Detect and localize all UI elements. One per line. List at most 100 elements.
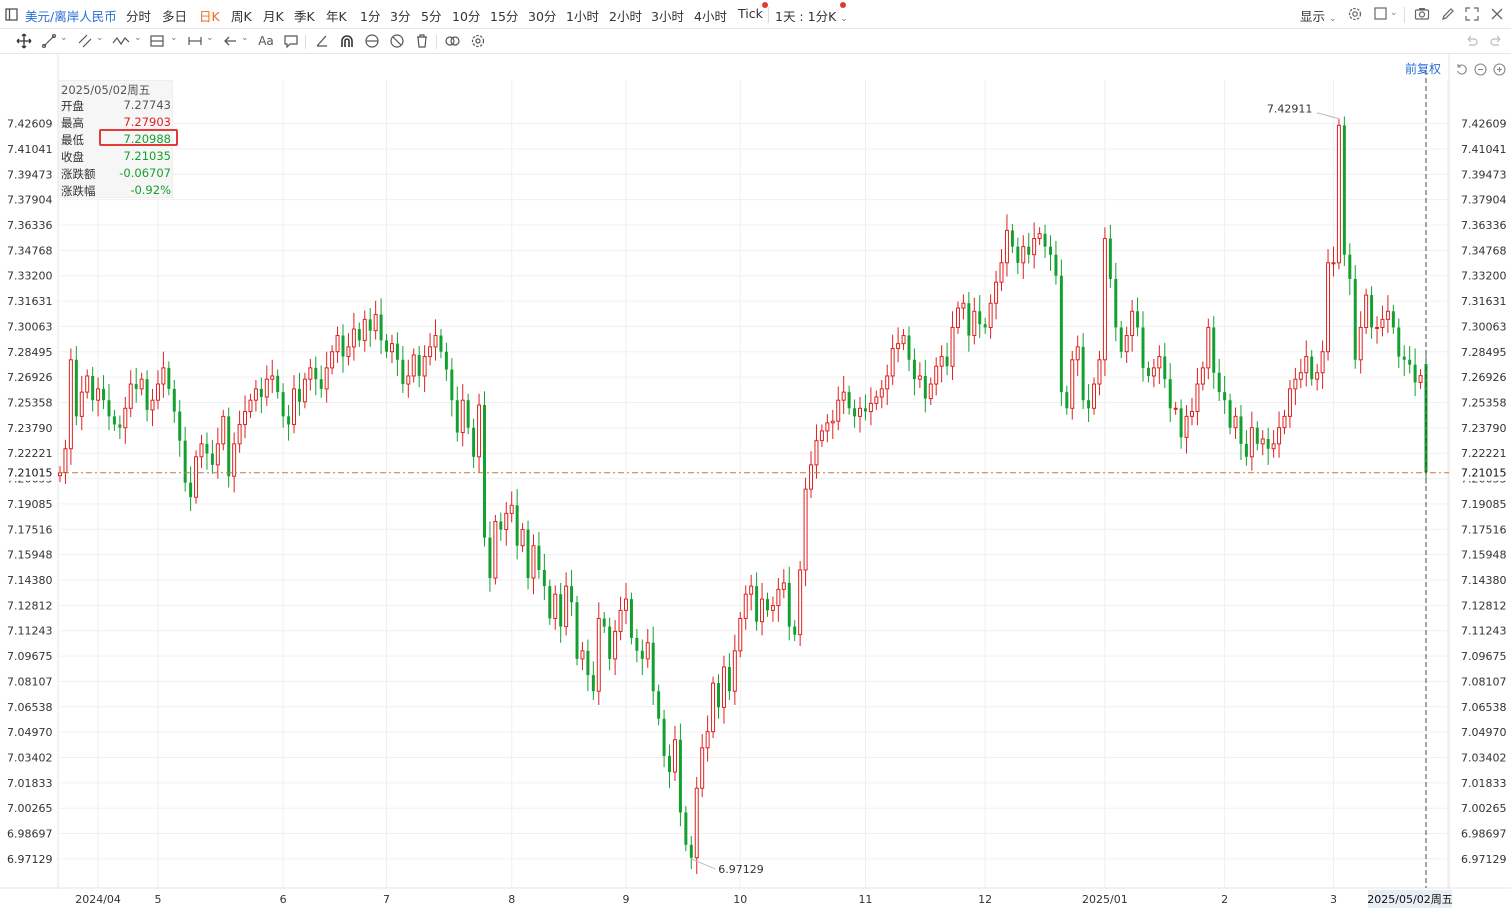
settings-icon[interactable] xyxy=(1346,5,1364,23)
ohlc-pct-value: -0.92% xyxy=(130,183,171,197)
chevron-down-icon[interactable]: ⌄ xyxy=(1390,8,1398,18)
y-tick-left: 7.19085 xyxy=(7,498,53,511)
channel-line-icon[interactable] xyxy=(76,32,94,50)
chart-canvas[interactable]: 7.42609 7.42609 7.41041 7.41041 7.39473 7.394… xyxy=(0,54,1511,911)
symbol-name[interactable]: 美元/离岸人民币 xyxy=(25,9,117,24)
ohlc-low-value: 7.20988 xyxy=(123,132,171,146)
candle-body-up xyxy=(972,310,977,337)
ruler-angle-icon[interactable] xyxy=(313,32,331,50)
display-dropdown[interactable]: 显示 ⌄ xyxy=(1300,6,1337,25)
chevron-down-icon[interactable]: ⌄ xyxy=(170,33,178,43)
fibonacci-icon[interactable] xyxy=(148,32,166,50)
candlestick-chart[interactable]: 7.42609 7.42609 7.41041 7.41041 7.39473 7.394… xyxy=(0,54,1511,911)
candle-body-up xyxy=(994,281,999,304)
candle-body-up xyxy=(1304,356,1309,374)
candle-body-down xyxy=(1087,400,1091,409)
zoom-in-icon[interactable] xyxy=(1493,61,1506,76)
period-tab-12[interactable]: 30分 xyxy=(528,9,557,24)
candle-body-up xyxy=(803,488,808,571)
period-tab-6[interactable]: 年K xyxy=(326,9,347,24)
chevron-down-icon[interactable]: ⌄ xyxy=(60,33,68,43)
period-tab-16[interactable]: 4小时 xyxy=(694,9,727,24)
y-tick-right: 7.09675 xyxy=(1461,650,1507,663)
candle-body-down xyxy=(395,343,399,360)
merge-kline-dropdown[interactable]: 1天 : 1分K ⌄ xyxy=(775,6,848,25)
trend-line-icon[interactable] xyxy=(40,32,58,50)
zoom-out-icon[interactable] xyxy=(1474,61,1487,76)
candle-body-up xyxy=(819,430,824,442)
candle-body-up xyxy=(901,335,906,345)
x-tick-label: 9 xyxy=(622,893,629,906)
period-tab-13[interactable]: 1小时 xyxy=(566,9,599,24)
period-tab-8[interactable]: 3分 xyxy=(390,9,411,24)
period-tab-14[interactable]: 2小时 xyxy=(609,9,642,24)
y-tick-right: 7.11243 xyxy=(1461,625,1507,638)
candle-body-down xyxy=(287,416,291,425)
candle-body-up xyxy=(781,582,786,590)
reset-icon[interactable] xyxy=(1455,61,1468,75)
note-icon[interactable] xyxy=(282,32,300,50)
fullscreen-icon[interactable] xyxy=(1463,5,1481,23)
layout-icon[interactable] xyxy=(1372,5,1390,23)
magnet-icon[interactable] xyxy=(338,32,356,50)
hide-drawing-icon[interactable] xyxy=(388,32,406,50)
period-tab-10[interactable]: 10分 xyxy=(452,9,481,24)
candle-body-up xyxy=(373,314,378,332)
period-tab-9[interactable]: 5分 xyxy=(421,9,442,24)
period-tab-5[interactable]: 季K xyxy=(294,9,315,24)
lock-drawing-icon[interactable] xyxy=(363,32,381,50)
period-tab-0[interactable]: 分时 xyxy=(126,9,152,24)
candle-body-up xyxy=(243,411,248,425)
period-tab-3[interactable]: 周K xyxy=(231,9,252,24)
undo-icon[interactable] xyxy=(1462,32,1480,50)
y-tick-left: 7.42609 xyxy=(7,118,53,131)
period-tab-15[interactable]: 3小时 xyxy=(651,9,684,24)
period-tab-4[interactable]: 月K xyxy=(263,9,284,24)
max-value-label: 7.42911 xyxy=(1267,103,1313,116)
period-tab-17[interactable]: Tick xyxy=(738,6,763,21)
period-tab-2[interactable]: 日K xyxy=(199,9,220,24)
chevron-down-icon[interactable]: ⌄ xyxy=(206,33,214,43)
text-tool-icon[interactable]: Aa xyxy=(258,34,274,48)
price-adjust-button[interactable]: 前复权 xyxy=(1405,62,1442,76)
trash-icon[interactable] xyxy=(413,32,431,50)
y-tick-left: 7.06538 xyxy=(7,701,53,714)
period-tab-7[interactable]: 1分 xyxy=(360,9,381,24)
y-tick-right: 7.01833 xyxy=(1461,777,1507,790)
wave-icon[interactable] xyxy=(112,32,130,50)
y-tick-left: 7.04970 xyxy=(7,726,53,739)
move-crosshair-icon[interactable] xyxy=(15,32,33,50)
candle-body-down xyxy=(1353,278,1357,360)
arrow-left-icon[interactable] xyxy=(221,32,239,50)
candle-body-up xyxy=(422,356,427,377)
candle-body-down xyxy=(1016,246,1020,263)
candle-body-down xyxy=(172,388,176,412)
gear-icon[interactable] xyxy=(469,32,487,50)
candle-body-up xyxy=(460,399,465,434)
y-tick-right: 7.19085 xyxy=(1461,498,1507,511)
candle-body-down xyxy=(1266,439,1270,449)
close-icon[interactable] xyxy=(1488,5,1506,23)
y-tick-left: 7.03402 xyxy=(7,751,53,764)
ohlc-low-label: 最低 xyxy=(61,133,84,147)
chevron-down-icon[interactable]: ⌄ xyxy=(241,33,249,43)
pencil-icon[interactable] xyxy=(1439,5,1457,23)
candle-body-down xyxy=(1136,311,1140,328)
chevron-down-icon[interactable]: ⌄ xyxy=(134,33,142,43)
period-tab-1[interactable]: 多日 xyxy=(162,9,188,24)
top-toolbar: 美元/离岸人民币 分时 多日 日K 周K 月K 季K 年K 1分 3分 5分 10分 15分 30分 1小… xyxy=(0,0,1511,29)
measure-icon[interactable] xyxy=(186,32,204,50)
candle-body-down xyxy=(205,443,209,454)
compare-icon[interactable] xyxy=(444,32,462,50)
camera-icon[interactable] xyxy=(1413,5,1431,23)
low-value-highlight xyxy=(99,129,178,146)
sidebar-toggle-icon[interactable] xyxy=(2,5,20,23)
chevron-down-icon[interactable]: ⌄ xyxy=(96,33,104,43)
candle-body-up xyxy=(858,407,862,417)
period-tab-11[interactable]: 15分 xyxy=(490,9,519,24)
candle-body-up xyxy=(1271,443,1276,450)
candle-body-down xyxy=(542,569,546,587)
y-tick-right: 7.22221 xyxy=(1461,447,1507,460)
y-tick-right: 7.08107 xyxy=(1461,675,1507,688)
redo-icon[interactable] xyxy=(1488,32,1506,50)
